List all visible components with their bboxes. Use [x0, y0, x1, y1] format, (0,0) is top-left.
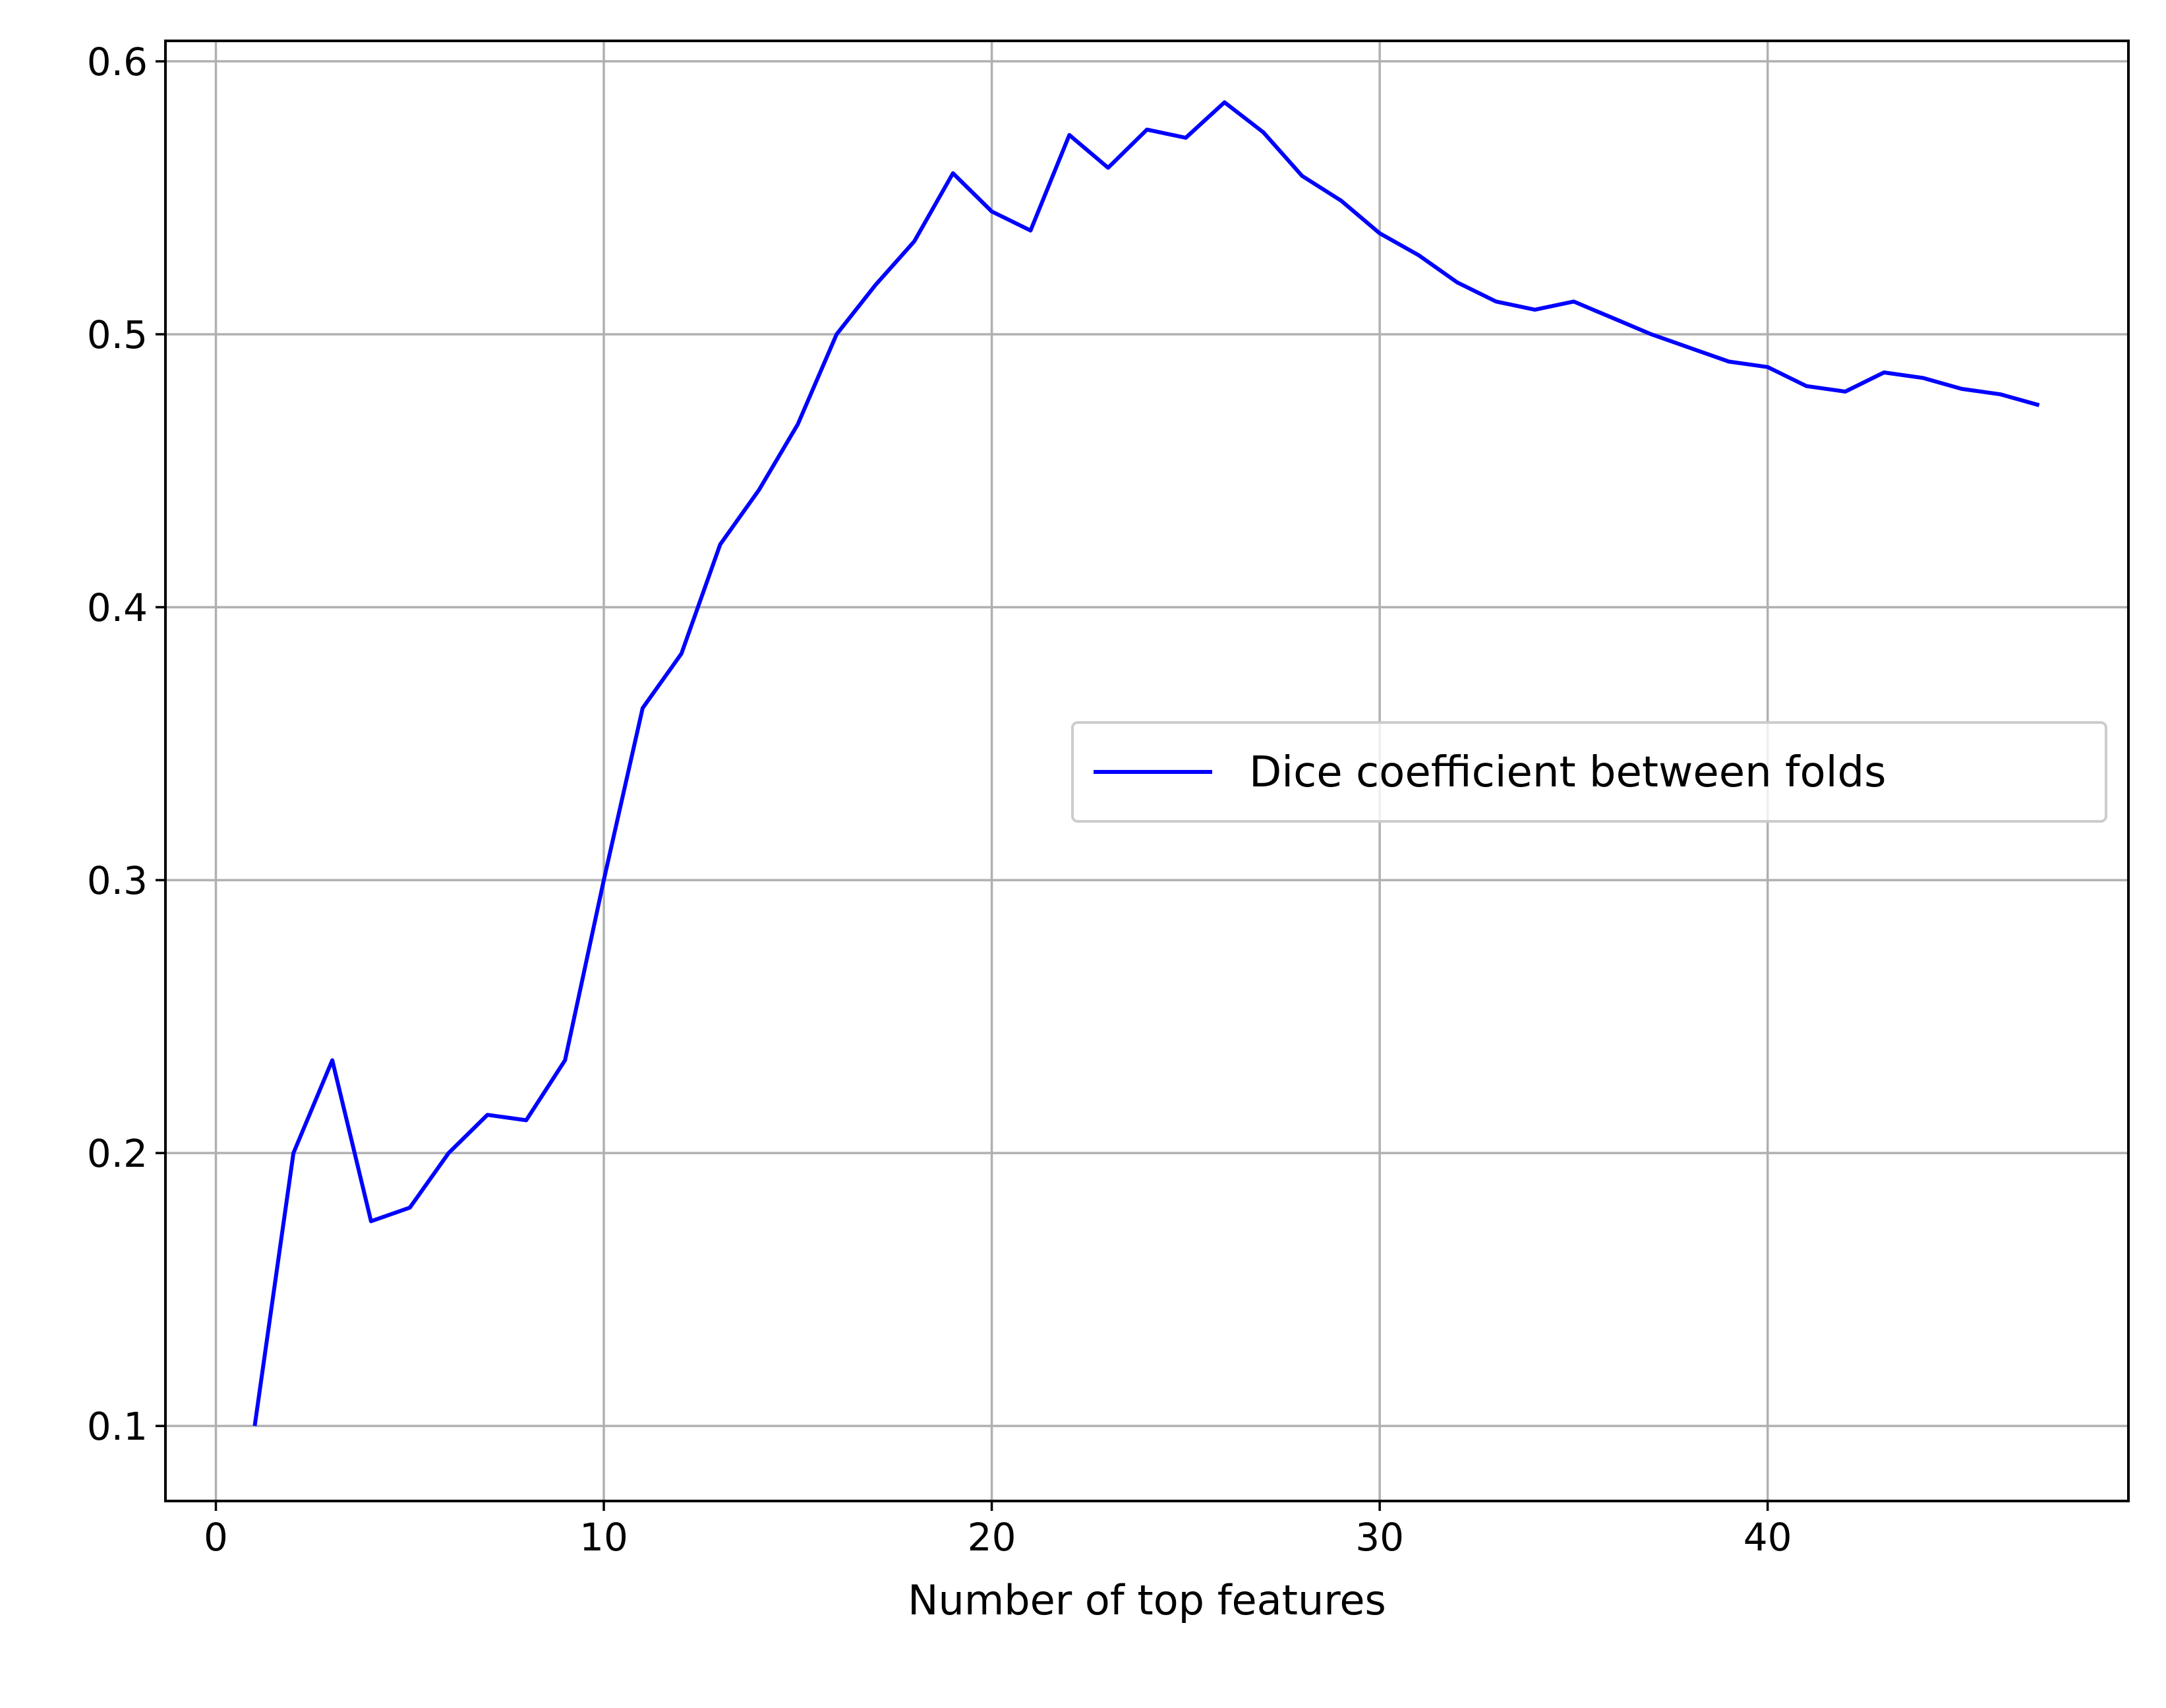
x-tick-label: 20 [968, 1515, 1016, 1560]
y-tick-label: 0.2 [87, 1131, 148, 1176]
y-tick-label: 0.4 [87, 585, 148, 630]
x-tick-label: 0 [204, 1515, 228, 1560]
y-tick-label: 0.5 [87, 312, 148, 357]
x-axis: 0 10 20 30 40 [204, 1501, 1792, 1560]
y-tick-label: 0.3 [87, 858, 148, 903]
y-tick-label: 0.1 [87, 1404, 148, 1449]
series-layer [252, 100, 2040, 1427]
x-tick-label: 40 [1743, 1515, 1792, 1560]
series-line [252, 100, 2040, 1427]
x-tick-label: 10 [579, 1515, 628, 1560]
x-axis-label: Number of top features [908, 1576, 1386, 1624]
legend-label: Dice coefficient between folds [1249, 748, 1886, 797]
x-tick-label: 30 [1355, 1515, 1404, 1560]
legend: Dice coefficient between folds [1071, 721, 2107, 823]
legend-box [1071, 721, 2107, 823]
y-axis: 0.1 0.2 0.3 0.4 0.5 0.6 [87, 40, 165, 1449]
plot-frame [164, 40, 2130, 1502]
y-tick-label: 0.6 [87, 40, 148, 84]
